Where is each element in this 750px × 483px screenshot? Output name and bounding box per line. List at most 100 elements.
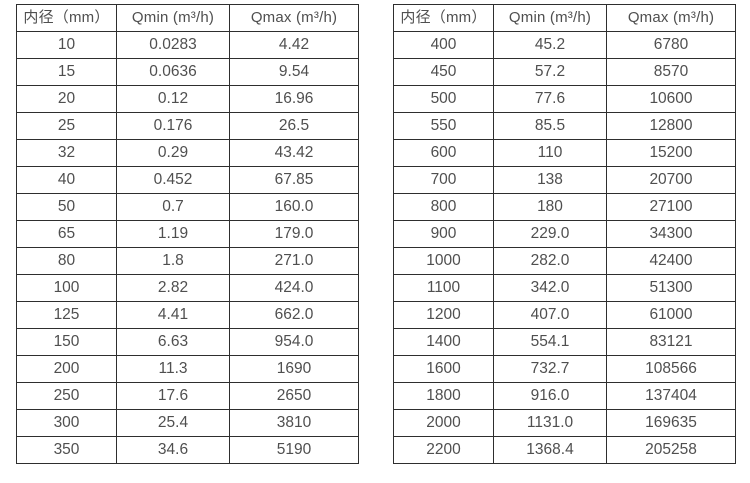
- table-cell: 83121: [606, 328, 736, 356]
- table-row: 80 1.8 271.0: [16, 247, 359, 275]
- table-cell: 61000: [606, 301, 736, 329]
- table-cell: 2000: [393, 409, 494, 437]
- table-row: 800 180 27100: [393, 193, 736, 221]
- header-row: 内径（mm） Qmin (m³/h) Qmax (m³/h): [393, 4, 736, 32]
- table-cell: 0.452: [116, 166, 230, 194]
- table-cell: 1000: [393, 247, 494, 275]
- table-cell: 1.19: [116, 220, 230, 248]
- table-cell: 34300: [606, 220, 736, 248]
- header-inner-diameter: 内径（mm）: [393, 4, 494, 32]
- table-cell: 407.0: [493, 301, 607, 329]
- table-cell: 4.41: [116, 301, 230, 329]
- table-cell: 42400: [606, 247, 736, 275]
- table-cell: 169635: [606, 409, 736, 437]
- table-cell: 85.5: [493, 112, 607, 140]
- table-cell: 12800: [606, 112, 736, 140]
- table-cell: 1690: [229, 355, 359, 383]
- table-cell: 80: [16, 247, 117, 275]
- table-cell: 108566: [606, 355, 736, 383]
- table-row: 1800 916.0 137404: [393, 382, 736, 410]
- table-cell: 16.96: [229, 85, 359, 113]
- table-cell: 732.7: [493, 355, 607, 383]
- table-cell: 180: [493, 193, 607, 221]
- table-cell: 57.2: [493, 58, 607, 86]
- table-cell: 0.7: [116, 193, 230, 221]
- table-row: 50 0.7 160.0: [16, 193, 359, 221]
- table-row: 400 45.2 6780: [393, 31, 736, 59]
- table-cell: 11.3: [116, 355, 230, 383]
- table-cell: 1100: [393, 274, 494, 302]
- table-cell: 110: [493, 139, 607, 167]
- header-qmax: Qmax (m³/h): [229, 4, 359, 32]
- table-cell: 342.0: [493, 274, 607, 302]
- flow-table-large-diameters: 内径（mm） Qmin (m³/h) Qmax (m³/h) 400 45.2 67…: [393, 4, 736, 464]
- table-row: 1200 407.0 61000: [393, 301, 736, 329]
- table-cell: 40: [16, 166, 117, 194]
- table-cell: 100: [16, 274, 117, 302]
- table-row: 25 0.176 26.5: [16, 112, 359, 140]
- table-cell: 1368.4: [493, 436, 607, 464]
- table-cell: 65: [16, 220, 117, 248]
- table-row: 700 138 20700: [393, 166, 736, 194]
- header-qmin: Qmin (m³/h): [116, 4, 230, 32]
- table-row: 40 0.452 67.85: [16, 166, 359, 194]
- table-row: 125 4.41 662.0: [16, 301, 359, 329]
- table-cell: 15200: [606, 139, 736, 167]
- table-cell: 137404: [606, 382, 736, 410]
- table-cell: 3810: [229, 409, 359, 437]
- table-cell: 50: [16, 193, 117, 221]
- table-cell: 6.63: [116, 328, 230, 356]
- table-cell: 77.6: [493, 85, 607, 113]
- table-row: 200 11.3 1690: [16, 355, 359, 383]
- table-cell: 350: [16, 436, 117, 464]
- table-cell: 67.85: [229, 166, 359, 194]
- table-cell: 2.82: [116, 274, 230, 302]
- table-cell: 32: [16, 139, 117, 167]
- table-cell: 700: [393, 166, 494, 194]
- table-row: 1600 732.7 108566: [393, 355, 736, 383]
- table-cell: 34.6: [116, 436, 230, 464]
- table-cell: 916.0: [493, 382, 607, 410]
- table-cell: 282.0: [493, 247, 607, 275]
- table-row: 20 0.12 16.96: [16, 85, 359, 113]
- table-cell: 179.0: [229, 220, 359, 248]
- table-row: 10 0.0283 4.42: [16, 31, 359, 59]
- table-cell: 6780: [606, 31, 736, 59]
- table-row: 100 2.82 424.0: [16, 274, 359, 302]
- table-cell: 250: [16, 382, 117, 410]
- table-cell: 1200: [393, 301, 494, 329]
- table-row: 65 1.19 179.0: [16, 220, 359, 248]
- table-row: 15 0.0636 9.54: [16, 58, 359, 86]
- table-cell: 125: [16, 301, 117, 329]
- table-body-large-diameters: 400 45.2 6780 450 57.2 8570 500 77.6 10600 550 85.…: [393, 31, 736, 464]
- table-row: 350 34.6 5190: [16, 436, 359, 464]
- table-cell: 554.1: [493, 328, 607, 356]
- table-cell: 1.8: [116, 247, 230, 275]
- table-row: 300 25.4 3810: [16, 409, 359, 437]
- table-row: 1000 282.0 42400: [393, 247, 736, 275]
- table-cell: 43.42: [229, 139, 359, 167]
- table-cell: 0.176: [116, 112, 230, 140]
- table-cell: 17.6: [116, 382, 230, 410]
- table-row: 150 6.63 954.0: [16, 328, 359, 356]
- table-row: 600 110 15200: [393, 139, 736, 167]
- header-qmin: Qmin (m³/h): [493, 4, 607, 32]
- table-cell: 1400: [393, 328, 494, 356]
- table-row: 1100 342.0 51300: [393, 274, 736, 302]
- table-row: 250 17.6 2650: [16, 382, 359, 410]
- table-cell: 2650: [229, 382, 359, 410]
- table-cell: 10: [16, 31, 117, 59]
- table-cell: 1800: [393, 382, 494, 410]
- table-cell: 0.29: [116, 139, 230, 167]
- table-cell: 600: [393, 139, 494, 167]
- table-cell: 26.5: [229, 112, 359, 140]
- table-cell: 800: [393, 193, 494, 221]
- table-cell: 954.0: [229, 328, 359, 356]
- table-cell: 229.0: [493, 220, 607, 248]
- header-inner-diameter: 内径（mm）: [16, 4, 117, 32]
- table-row: 2200 1368.4 205258: [393, 436, 736, 464]
- table-cell: 424.0: [229, 274, 359, 302]
- table-cell: 900: [393, 220, 494, 248]
- table-cell: 150: [16, 328, 117, 356]
